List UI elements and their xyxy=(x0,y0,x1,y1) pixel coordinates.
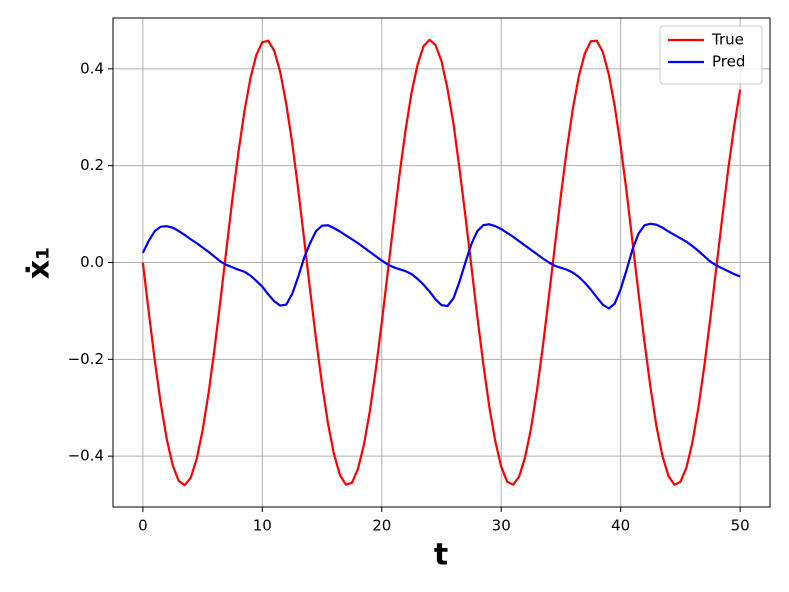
y-tick-label: −0.2 xyxy=(68,350,104,368)
series-line xyxy=(141,38,742,487)
series-line xyxy=(141,222,741,310)
plot-frame xyxy=(112,17,771,508)
legend-box xyxy=(659,25,763,85)
legend-label: Pred xyxy=(712,53,745,71)
x-tick-label: 20 xyxy=(372,517,391,535)
legend-label: True xyxy=(711,31,744,49)
x-tick-label: 30 xyxy=(492,517,511,535)
x-tick-label: 10 xyxy=(253,517,272,535)
y-tick-label: −0.4 xyxy=(68,447,104,465)
y-tick-label: 0.4 xyxy=(80,59,104,77)
y-tick-label: 0.2 xyxy=(80,156,104,174)
y-axis-label: ẋ₁ xyxy=(22,247,57,280)
x-tick-label: 40 xyxy=(611,517,630,535)
x-axis-label: t xyxy=(434,538,448,573)
x-tick-label: 50 xyxy=(731,517,750,535)
y-tick-label: 0.0 xyxy=(80,253,104,271)
x-tick-label: 0 xyxy=(138,517,148,535)
